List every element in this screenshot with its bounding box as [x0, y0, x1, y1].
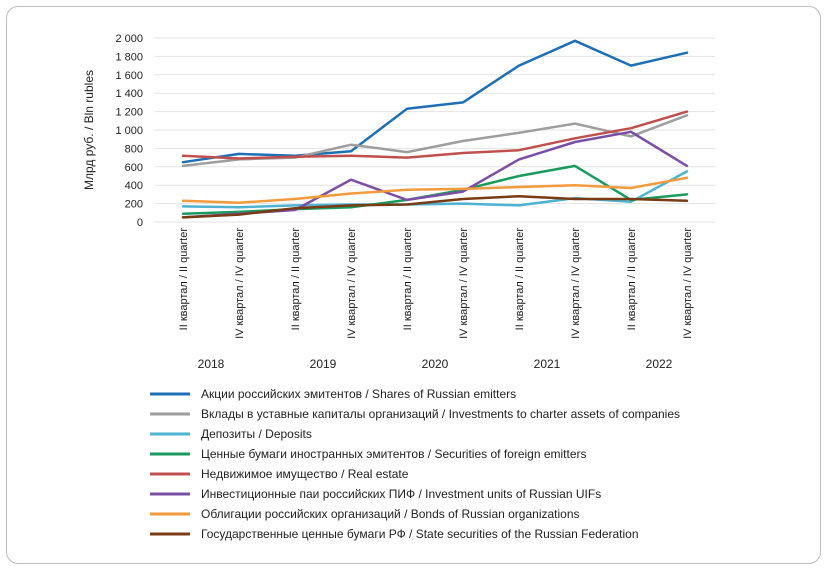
x-tick-label: II квартал / II quarter — [626, 228, 638, 331]
legend-entry: Облигации российских организаций / Bonds… — [201, 507, 580, 521]
x-tick-label: II квартал / II quarter — [514, 228, 526, 331]
series-line — [181, 194, 689, 219]
y-axis-label: Млрд руб. / Bln rubles — [82, 70, 96, 190]
y-tick-label: 1 800 — [115, 51, 143, 63]
year-label: 2022 — [646, 357, 673, 371]
y-tick-label: 600 — [125, 162, 143, 174]
y-tick-label: 1 200 — [115, 107, 143, 119]
x-tick-label: IV квартал / IV quarter — [682, 228, 694, 339]
x-tick-label: IV квартал / IV quarter — [570, 228, 582, 339]
y-tick-label: 1 600 — [115, 70, 143, 82]
year-label: 2018 — [198, 357, 225, 371]
y-tick-label: 1 400 — [115, 88, 143, 100]
y-tick-label: 800 — [125, 143, 143, 155]
year-label: 2019 — [310, 357, 337, 371]
legend-entry: Недвижимое имущество / Real estate — [201, 467, 409, 481]
legend-entry: Ценные бумаги иностранных эмитентов / Se… — [201, 447, 587, 461]
x-tick-label: IV квартал / IV quarter — [346, 228, 358, 339]
x-tick-label: II квартал / II quarter — [290, 228, 302, 331]
y-tick-label: 2 000 — [115, 33, 143, 45]
y-tick-label: 0 — [137, 217, 143, 229]
series-line — [181, 176, 689, 204]
legend-entry: Депозиты / Deposits — [201, 427, 312, 441]
y-tick-label: 200 — [125, 199, 143, 211]
year-label: 2021 — [534, 357, 561, 371]
legend-entry: Акции российских эмитентов / Shares of R… — [201, 387, 516, 401]
legend-entry: Вклады в уставные капиталы организаций /… — [201, 407, 680, 421]
legend-entry: Инвестиционные паи российских ПИФ / Inve… — [201, 487, 601, 501]
series-line — [181, 39, 689, 164]
x-tick-label: II квартал / II quarter — [178, 228, 190, 331]
x-tick-label: IV квартал / IV quarter — [458, 228, 470, 339]
y-tick-label: 1 000 — [115, 125, 143, 137]
legend-entry: Государственные ценные бумаги РФ / State… — [201, 527, 639, 541]
y-tick-label: 400 — [125, 180, 143, 192]
chart-frame — [6, 6, 821, 564]
x-tick-label: II квартал / II quarter — [402, 228, 414, 331]
series-line — [181, 110, 689, 160]
year-label: 2020 — [422, 357, 449, 371]
x-tick-label: IV квартал / IV quarter — [234, 228, 246, 339]
